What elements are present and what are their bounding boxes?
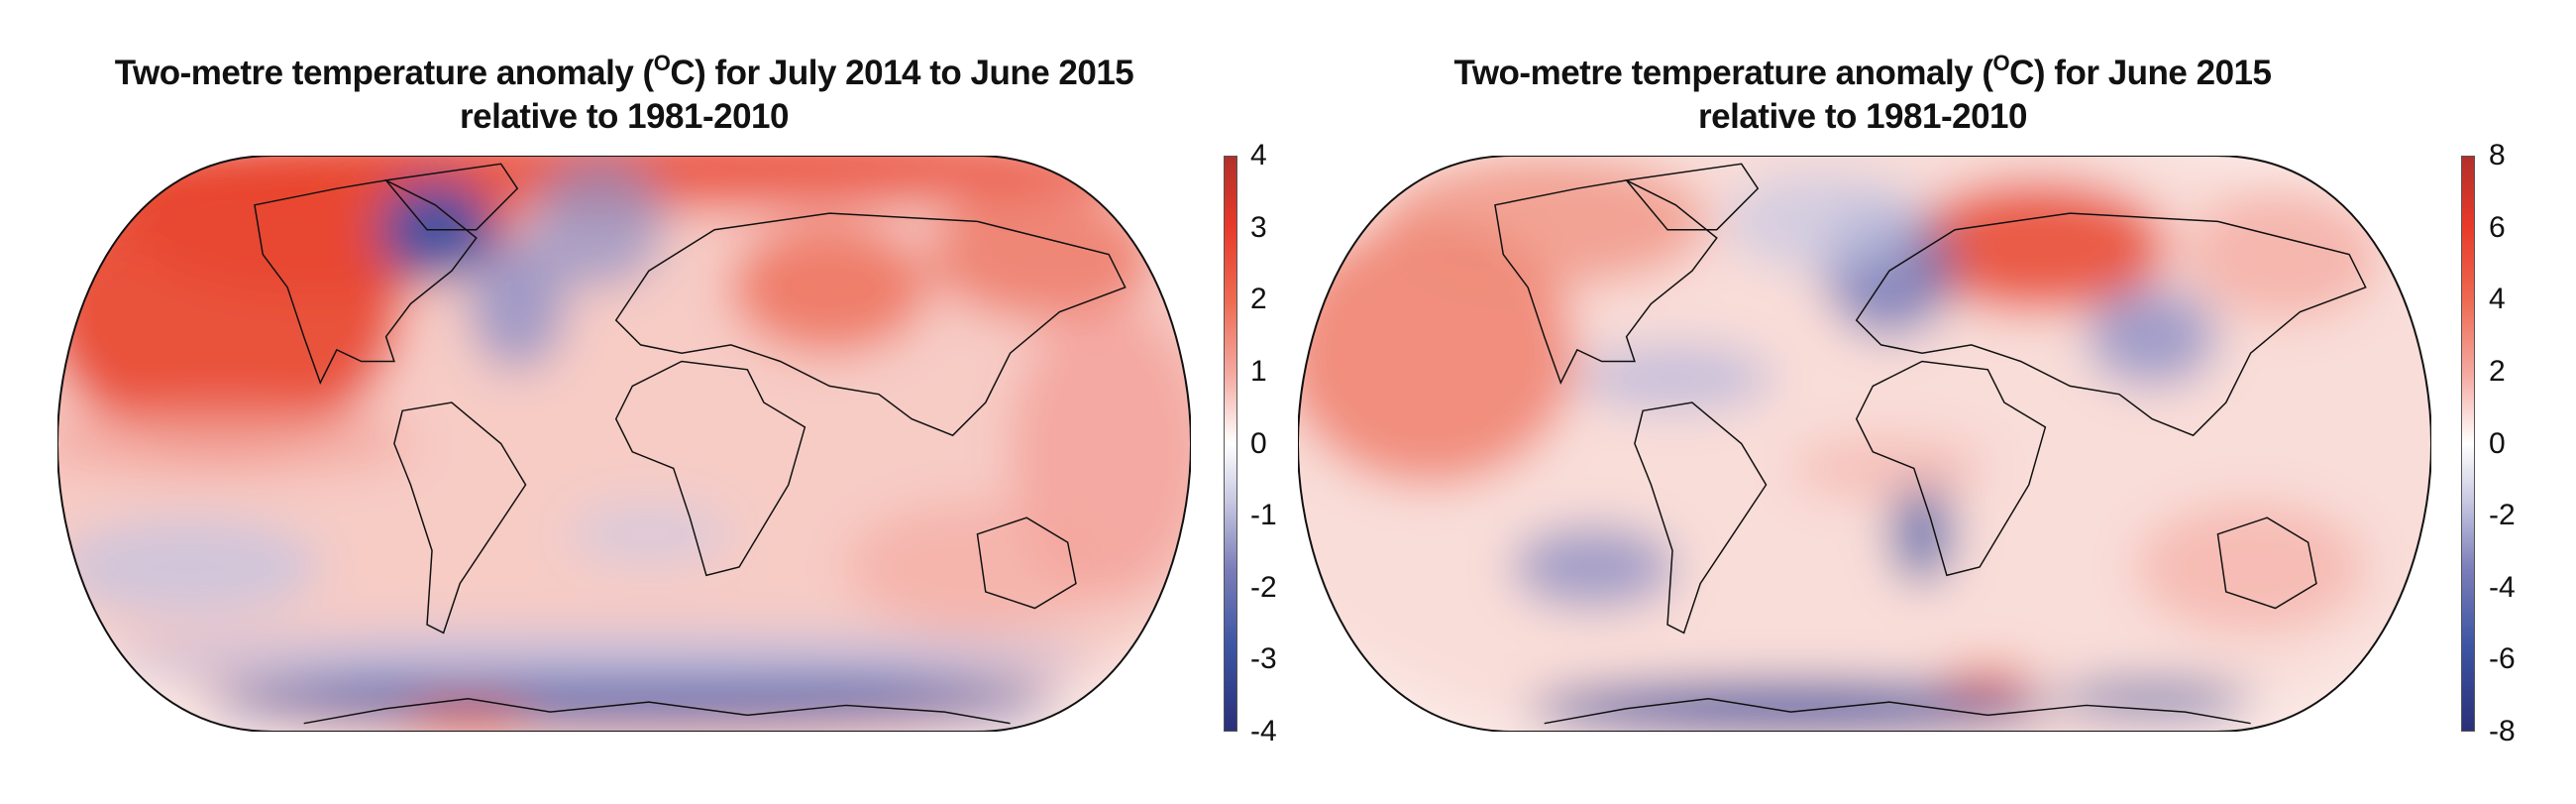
anomaly-region	[1298, 221, 1577, 485]
anomaly-region	[1938, 665, 2038, 699]
anomaly-region	[468, 238, 567, 370]
anomaly-region	[402, 698, 534, 732]
colorbar-tick-label: -2	[2489, 499, 2516, 532]
anomaly-region	[57, 410, 419, 477]
colorbar-tick-label: 6	[2489, 210, 2506, 244]
coastline	[614, 360, 806, 577]
colorbar-tick-label: -2	[1250, 570, 1277, 604]
title-text: Two-metre temperature anomaly (	[114, 54, 655, 92]
coastline	[1855, 212, 2367, 437]
anomaly-region	[927, 188, 1158, 320]
anomaly-region	[1790, 435, 1988, 502]
anomaly-region	[57, 517, 321, 617]
panel-june-anomaly: Two-metre temperature anomaly (OC) for J…	[1238, 0, 2526, 804]
coastline	[1544, 698, 2251, 725]
colorbar-tick-label: -3	[1250, 642, 1277, 676]
coastline	[1634, 402, 1768, 634]
coastline	[254, 179, 478, 385]
colorbar-tick-label: 1	[1250, 354, 1267, 388]
anomaly-map	[1298, 156, 2431, 732]
panel-annual-anomaly: Two-metre temperature anomaly (OC) for J…	[0, 52, 1277, 747]
colorbar-tick-label: 4	[1250, 139, 1267, 172]
coastline	[303, 698, 1011, 725]
colorbar-tick-label: 2	[1250, 283, 1267, 316]
chart-subtitle: relative to 1981-2010	[460, 97, 789, 136]
anomaly-region	[1511, 525, 1676, 609]
coastline	[614, 212, 1127, 437]
colorbar-tick-label: -4	[1250, 715, 1277, 747]
colorbar-tick-label: 0	[2489, 426, 2506, 460]
anomaly-region	[533, 156, 666, 287]
colorbar-tick-label: 8	[2489, 139, 2506, 172]
coastline	[1625, 163, 1760, 231]
colorbar-tick-label: -8	[2489, 715, 2516, 747]
coastline	[2216, 517, 2317, 610]
title-degree: O	[1992, 51, 2010, 75]
chart-title: Two-metre temperature anomaly (OC) for J…	[0, 52, 1248, 139]
chart-title: Two-metre temperature anomaly (OC) for J…	[1238, 52, 2487, 139]
map-border	[57, 156, 1191, 732]
colorbar	[2461, 156, 2475, 732]
chart-subtitle: relative to 1981-2010	[1698, 97, 2027, 136]
colorbar-tick-label: 2	[2489, 354, 2506, 388]
colorbar	[1224, 156, 1237, 732]
title-text-end: C) for June 2015	[2009, 54, 2272, 92]
coastline	[393, 402, 527, 634]
anomaly-region	[1379, 156, 1709, 287]
colorbar-tick-label: -6	[2489, 642, 2516, 676]
anomaly-region	[1528, 682, 2054, 732]
anomaly-region	[1725, 172, 1923, 272]
colorbar-tick-label: 0	[1250, 426, 1267, 460]
anomaly-region	[1888, 485, 1956, 584]
anomaly-region	[106, 632, 1093, 683]
anomaly-region	[1576, 344, 1774, 411]
title-degree: O	[653, 51, 671, 75]
title-text: Two-metre temperature anomaly (	[1453, 54, 1994, 92]
coastline	[1855, 360, 2047, 577]
coastline	[976, 517, 1077, 610]
colorbar-tick-label: -1	[1250, 499, 1277, 532]
coastline	[384, 163, 519, 231]
colorbar-tick-label: 3	[1250, 210, 1267, 244]
anomaly-region	[2185, 188, 2383, 320]
anomaly-region	[730, 221, 928, 354]
anomaly-map	[57, 156, 1191, 732]
anomaly-region	[1905, 179, 2169, 312]
title-text-end: C) for July 2014 to June 2015	[670, 54, 1134, 92]
anomaly-region	[2135, 501, 2366, 633]
colorbar-tick-label: 4	[2489, 283, 2506, 316]
coastline	[1494, 179, 1718, 385]
anomaly-region	[845, 501, 1110, 633]
anomaly-region	[2086, 287, 2218, 387]
colorbar-tick-label: -4	[2489, 570, 2516, 604]
map-border	[1298, 156, 2431, 732]
anomaly-region	[566, 501, 731, 567]
